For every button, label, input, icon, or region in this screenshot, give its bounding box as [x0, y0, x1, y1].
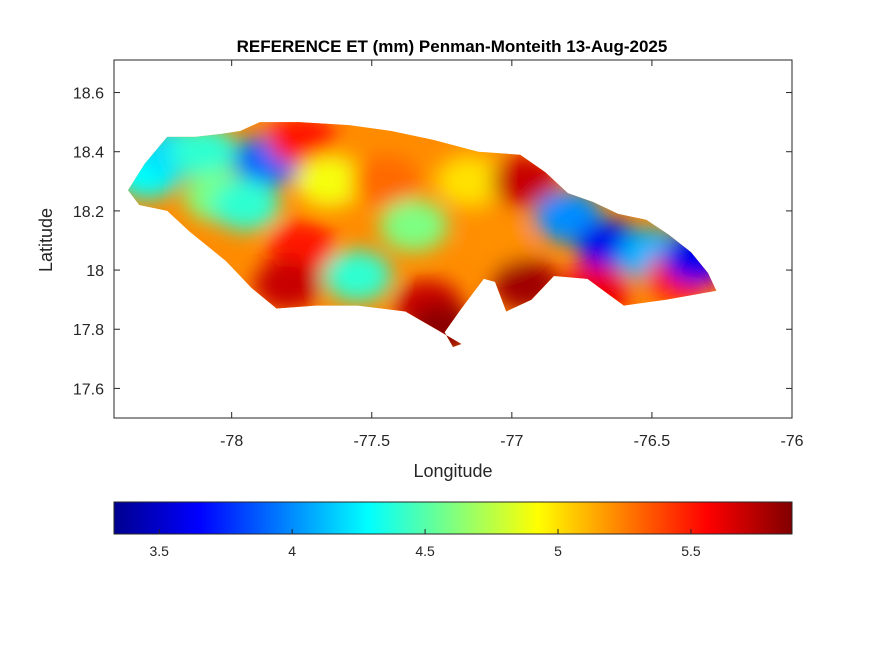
field-cell — [323, 249, 392, 302]
x-axis-ticks: -78 -77.5 -77 -76.5 -76 — [220, 60, 804, 450]
y-tick-label: 18.6 — [73, 86, 104, 103]
field-cell — [267, 122, 336, 166]
y-tick-label: 18 — [86, 263, 104, 280]
colorbar-tick-label: 4.5 — [415, 543, 435, 559]
y-axis-label: Latitude — [36, 208, 56, 272]
y-tick-label: 18.2 — [73, 204, 104, 221]
field-cell — [169, 125, 238, 178]
field-cell — [253, 258, 322, 311]
x-axis-label: Longitude — [413, 461, 492, 481]
y-tick-label: 18.4 — [73, 145, 104, 162]
colorbar-tick-label: 5 — [554, 543, 562, 559]
field-cell — [351, 155, 420, 208]
field-cell — [211, 178, 280, 231]
field-cell — [295, 155, 364, 208]
x-tick-label: -78 — [220, 433, 243, 450]
colorbar — [113, 501, 793, 535]
x-tick-label: -77.5 — [354, 433, 391, 450]
colorbar-ticks: 3.5 4 4.5 5 5.5 — [149, 529, 701, 559]
field-cell — [463, 214, 532, 267]
field-cell — [379, 199, 448, 252]
y-tick-label: 17.8 — [73, 322, 104, 339]
x-tick-label: -76.5 — [634, 433, 671, 450]
colorbar-tick-label: 5.5 — [681, 543, 701, 559]
colorbar-tick-label: 4 — [288, 543, 296, 559]
field-cell — [435, 155, 504, 208]
x-tick-label: -77 — [500, 433, 523, 450]
y-axis-ticks: 17.6 17.8 18 18.2 18.4 18.6 — [73, 86, 792, 398]
field-blobs — [128, 122, 717, 347]
x-tick-label: -76 — [780, 433, 803, 450]
chart-title: REFERENCE ET (mm) Penman-Monteith 13-Aug… — [237, 37, 668, 56]
y-tick-label: 17.6 — [73, 381, 104, 398]
colorbar-tick-label: 3.5 — [149, 543, 169, 559]
